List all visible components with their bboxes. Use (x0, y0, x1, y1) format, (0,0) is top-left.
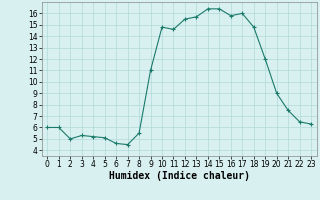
X-axis label: Humidex (Indice chaleur): Humidex (Indice chaleur) (109, 171, 250, 181)
